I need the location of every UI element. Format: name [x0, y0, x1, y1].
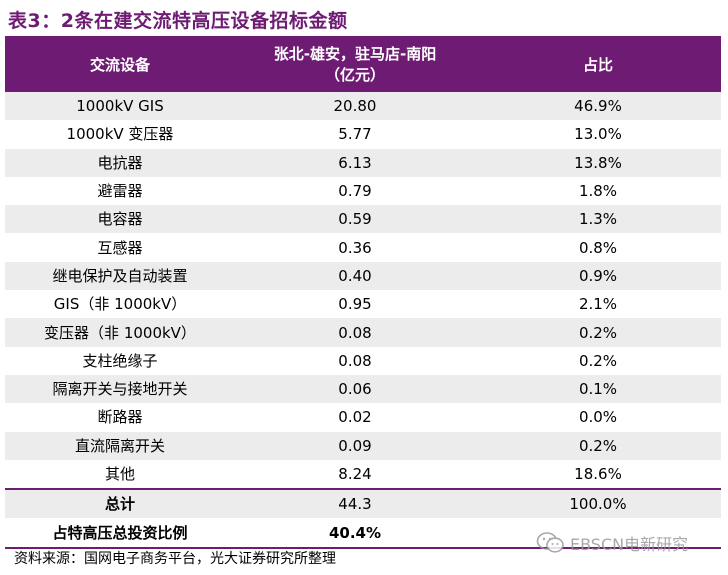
cell-share: 2.1%: [475, 290, 721, 319]
cell-name: 直流隔离开关: [5, 431, 235, 460]
table-row: 互感器 0.36 0.8%: [5, 233, 721, 262]
table-row: 变压器（非 1000kV） 0.08 0.2%: [5, 318, 721, 347]
cell-name: 其他: [5, 459, 235, 490]
equipment-table: 交流设备 张北-雄安，驻马店-南阳 （亿元） 占比 1000kV GIS 20.8…: [5, 38, 721, 549]
cell-name: 断路器: [5, 403, 235, 432]
cell-amount: 8.24: [235, 459, 475, 490]
cell-amount: 0.09: [235, 431, 475, 460]
table-title: 表3：2条在建交流特高压设备招标金额: [8, 10, 348, 32]
cell-share: 0.1%: [475, 374, 721, 404]
cell-amount: 0.79: [235, 176, 475, 206]
cell-name: 1000kV 变压器: [5, 120, 235, 149]
cell-name: 电抗器: [5, 148, 235, 177]
ratio-name: 占特高压总投资比例: [5, 518, 235, 549]
cell-amount: 0.40: [235, 261, 475, 291]
cell-name: GIS（非 1000kV）: [5, 290, 235, 319]
cell-name: 互感器: [5, 233, 235, 262]
cell-name: 支柱绝缘子: [5, 346, 235, 375]
table-row: 继电保护及自动装置 0.40 0.9%: [5, 261, 721, 291]
header-amount-line1: 张北-雄安，驻马店-南阳: [273, 45, 437, 63]
watermark: EBSCN电新研究: [536, 531, 688, 555]
watermark-text: EBSCN电新研究: [570, 535, 689, 554]
table-row: 电抗器 6.13 13.8%: [5, 148, 721, 177]
cell-amount: 0.08: [235, 318, 475, 347]
cell-share: 0.2%: [475, 346, 721, 375]
table-row: 避雷器 0.79 1.8%: [5, 176, 721, 206]
header-share: 占比: [475, 38, 721, 92]
cell-share: 0.9%: [475, 261, 721, 291]
table-row: 支柱绝缘子 0.08 0.2%: [5, 346, 721, 375]
table-row: GIS（非 1000kV） 0.95 2.1%: [5, 290, 721, 319]
header-amount: 张北-雄安，驻马店-南阳 （亿元）: [235, 38, 475, 92]
table-header-row: 交流设备 张北-雄安，驻马店-南阳 （亿元） 占比: [5, 38, 721, 92]
cell-share: 0.2%: [475, 431, 721, 460]
cell-amount: 6.13: [235, 148, 475, 177]
cell-amount: 20.80: [235, 92, 475, 121]
ratio-row: 占特高压总投资比例 40.4%: [5, 518, 721, 549]
cell-name: 隔离开关与接地开关: [5, 374, 235, 404]
cell-share: 1.3%: [475, 205, 721, 234]
cell-amount: 0.02: [235, 403, 475, 432]
cell-share: 13.0%: [475, 120, 721, 149]
title-divider: [5, 36, 721, 38]
cell-name: 避雷器: [5, 176, 235, 206]
cell-share: 18.6%: [475, 459, 721, 490]
table-row: 直流隔离开关 0.09 0.2%: [5, 431, 721, 460]
header-equipment: 交流设备: [5, 38, 235, 92]
cell-amount: 0.95: [235, 290, 475, 319]
cell-name: 继电保护及自动装置: [5, 261, 235, 291]
wechat-icon: [536, 532, 564, 553]
cell-share: 46.9%: [475, 92, 721, 121]
source-note: 资料来源：国网电子商务平台，光大证券研究所整理: [14, 551, 336, 567]
cell-share: 1.8%: [475, 176, 721, 206]
cell-share: 0.0%: [475, 403, 721, 432]
cell-name: 1000kV GIS: [5, 92, 235, 121]
ratio-amount: 40.4%: [235, 518, 475, 549]
table-row: 其他 8.24 18.6%: [5, 459, 721, 490]
table-row: 1000kV GIS 20.80 46.9%: [5, 92, 721, 121]
cell-amount: 0.59: [235, 205, 475, 234]
table-row: 1000kV 变压器 5.77 13.0%: [5, 120, 721, 149]
total-amount: 44.3: [235, 488, 475, 519]
header-amount-line2: （亿元）: [324, 66, 385, 84]
ratio-share: [475, 518, 721, 549]
cell-name: 变压器（非 1000kV）: [5, 318, 235, 347]
total-name: 总计: [5, 488, 235, 519]
table-row: 隔离开关与接地开关 0.06 0.1%: [5, 374, 721, 404]
table-row: 电容器 0.59 1.3%: [5, 205, 721, 234]
cell-share: 0.2%: [475, 318, 721, 347]
cell-name: 电容器: [5, 205, 235, 234]
cell-amount: 0.08: [235, 346, 475, 375]
cell-amount: 0.36: [235, 233, 475, 262]
total-share: 100.0%: [475, 488, 721, 519]
cell-amount: 5.77: [235, 120, 475, 149]
cell-share: 0.8%: [475, 233, 721, 262]
total-row: 总计 44.3 100.0%: [5, 488, 721, 519]
cell-share: 13.8%: [475, 148, 721, 177]
cell-amount: 0.06: [235, 374, 475, 404]
table-row: 断路器 0.02 0.0%: [5, 403, 721, 432]
